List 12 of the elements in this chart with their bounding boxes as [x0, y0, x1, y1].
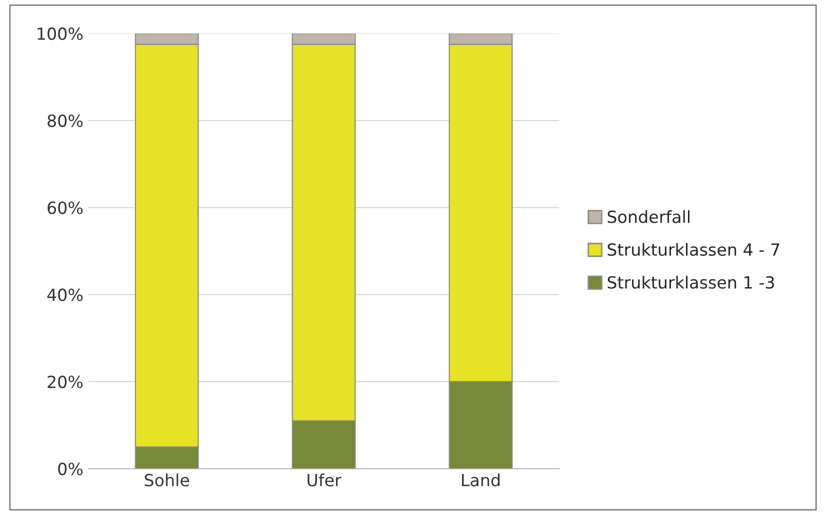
legend-label: Sonderfall	[608, 210, 690, 224]
y-tick-label: 80%	[48, 114, 83, 128]
y-tick-label: 40%	[47, 288, 83, 302]
legend-label: Strukturklassen 4 - 7	[608, 242, 780, 256]
y-tick-label: 60%	[48, 202, 83, 214]
legend-label: Strukturklassen 1 -3	[608, 276, 774, 289]
x-tick-label: Sohle	[144, 474, 190, 486]
x-tick-label: Land	[462, 474, 500, 486]
y-tick-label: 0%	[58, 462, 83, 476]
x-tick-label: Ufer	[308, 474, 342, 486]
y-tick-label: 20%	[48, 376, 83, 388]
y-tick-label: 100%	[38, 27, 83, 40]
